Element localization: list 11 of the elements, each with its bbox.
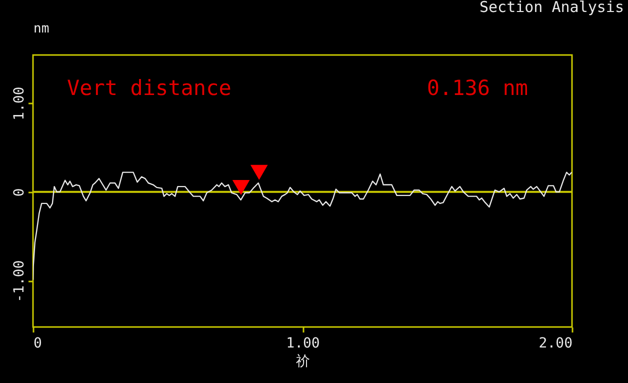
chart-title: Section Analysis xyxy=(480,0,624,16)
x-tick-label: 2.00 xyxy=(538,336,572,352)
annotation: 0.136 nm xyxy=(426,76,528,100)
x-axis-title: 祄 xyxy=(296,354,310,370)
y-tick-label: 1.00 xyxy=(12,86,28,120)
y-axis-title: nm xyxy=(34,22,50,36)
x-tick-label: 0 xyxy=(34,336,42,352)
y-tick-label: -1.00 xyxy=(12,260,28,302)
annotation: Vert distance xyxy=(67,76,232,100)
x-tick-label: 1.00 xyxy=(286,336,320,352)
y-tick-label: 0 xyxy=(12,188,28,197)
